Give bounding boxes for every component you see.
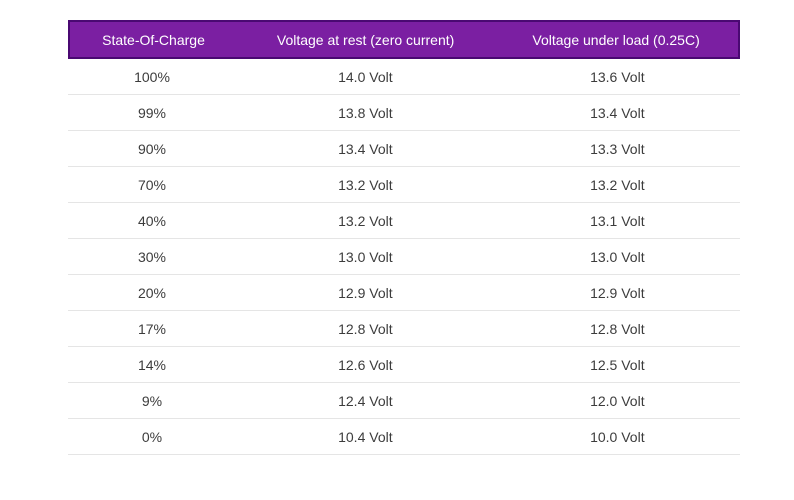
table-cell: 0% — [141, 428, 163, 445]
table-cell: 20% — [137, 284, 167, 301]
table-row: 90% 13.4 Volt 13.3 Volt — [68, 131, 740, 167]
table-row: 70% 13.2 Volt 13.2 Volt — [68, 167, 740, 203]
table-cell: 17% — [137, 320, 167, 337]
table-cell: 90% — [137, 140, 167, 157]
table-row: 100% 14.0 Volt 13.6 Volt — [68, 59, 740, 95]
table-cell: 13.4 Volt — [590, 104, 645, 121]
table-cell: 13.8 Volt — [338, 104, 393, 121]
table-row: 99% 13.8 Volt 13.4 Volt — [68, 95, 740, 131]
table-body: 100% 14.0 Volt 13.6 Volt 99% 13.8 Volt 13.4 V… — [68, 59, 740, 455]
soc-voltage-table: State-Of-Charge Voltage at rest (zero cu… — [68, 20, 740, 455]
table-cell: 12.9 Volt — [590, 284, 645, 301]
table-cell: 12.6 Volt — [338, 356, 393, 373]
table-header-row: State-Of-Charge Voltage at rest (zero cu… — [68, 20, 740, 59]
table-row: 40% 13.2 Volt 13.1 Volt — [68, 203, 740, 239]
table-cell: 13.6 Volt — [590, 68, 645, 85]
table-cell: 13.0 Volt — [338, 248, 393, 265]
table-cell: 30% — [137, 248, 167, 265]
table-cell: 12.0 Volt — [590, 392, 645, 409]
table-cell: 13.1 Volt — [590, 212, 645, 229]
column-header-voltage-under-load: Voltage under load (0.25C) — [532, 31, 700, 48]
table-row: 17% 12.8 Volt 12.8 Volt — [68, 311, 740, 347]
table-cell: 100% — [134, 68, 170, 85]
table-cell: 12.5 Volt — [590, 356, 645, 373]
table-cell: 12.4 Volt — [338, 392, 393, 409]
table-cell: 12.8 Volt — [590, 320, 645, 337]
table-cell: 14% — [137, 356, 167, 373]
table-row: 20% 12.9 Volt 12.9 Volt — [68, 275, 740, 311]
table-cell: 10.0 Volt — [590, 428, 645, 445]
table-cell: 13.2 Volt — [338, 176, 393, 193]
column-header-state-of-charge: State-Of-Charge — [102, 31, 205, 48]
table-row: 30% 13.0 Volt 13.0 Volt — [68, 239, 740, 275]
table-cell: 12.9 Volt — [338, 284, 393, 301]
table-cell: 40% — [137, 212, 167, 229]
table-row: 9% 12.4 Volt 12.0 Volt — [68, 383, 740, 419]
table-cell: 14.0 Volt — [338, 68, 393, 85]
table-cell: 10.4 Volt — [338, 428, 393, 445]
table-cell: 13.2 Volt — [590, 176, 645, 193]
table-cell: 13.0 Volt — [590, 248, 645, 265]
table-cell: 99% — [137, 104, 167, 121]
table-cell: 12.8 Volt — [338, 320, 393, 337]
table-cell: 9% — [141, 392, 163, 409]
column-header-voltage-at-rest: Voltage at rest (zero current) — [276, 31, 455, 48]
table-cell: 13.4 Volt — [338, 140, 393, 157]
table-cell: 70% — [137, 176, 167, 193]
table-row: 0% 10.4 Volt 10.0 Volt — [68, 419, 740, 455]
table-cell: 13.2 Volt — [338, 212, 393, 229]
table-row: 14% 12.6 Volt 12.5 Volt — [68, 347, 740, 383]
table-cell: 13.3 Volt — [590, 140, 645, 157]
